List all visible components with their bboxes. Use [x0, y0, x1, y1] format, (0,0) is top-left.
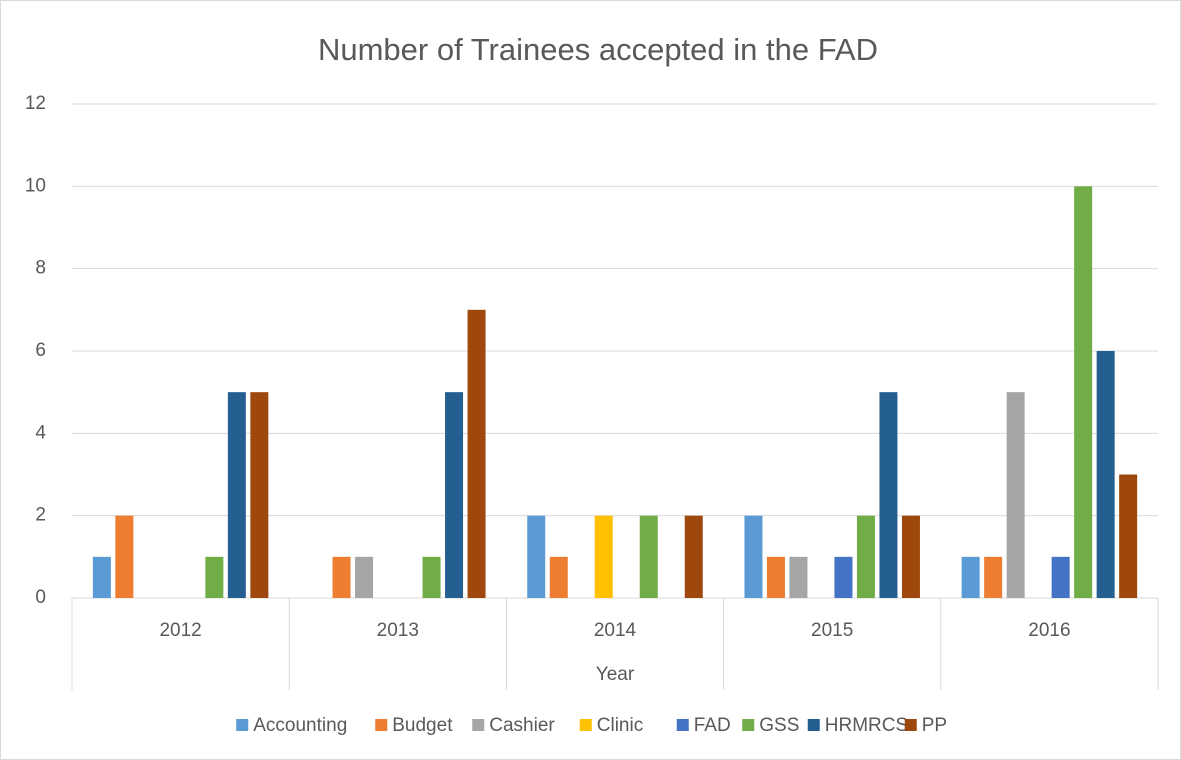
bar — [250, 392, 269, 598]
bar — [1074, 186, 1093, 599]
bar — [1051, 556, 1070, 598]
legend-swatch — [579, 719, 592, 731]
legend-swatch — [472, 719, 485, 731]
legend-label: Budget — [392, 715, 453, 736]
bar — [856, 515, 875, 598]
y-tick-label: 6 — [35, 340, 46, 361]
bar — [594, 515, 613, 598]
legend-swatch — [807, 719, 820, 731]
bar — [901, 515, 920, 598]
bar — [639, 515, 658, 598]
chart-title: Number of Trainees accepted in the FAD — [318, 32, 878, 67]
bar — [205, 556, 224, 598]
bar — [527, 515, 546, 598]
bar — [332, 556, 351, 598]
legend-swatch — [676, 719, 689, 731]
x-axis-label: Year — [596, 664, 635, 685]
x-tick-label: 2012 — [159, 620, 201, 641]
y-tick-label: 8 — [35, 258, 46, 279]
x-tick-label: 2014 — [594, 620, 637, 641]
y-tick-label: 4 — [35, 422, 46, 443]
bar — [92, 556, 111, 598]
bar — [1006, 392, 1025, 598]
legend-label: PP — [922, 715, 947, 736]
bar — [984, 556, 1003, 598]
bar — [549, 556, 568, 598]
x-tick-label: 2015 — [811, 620, 853, 641]
legend-swatch — [904, 719, 917, 731]
bar — [445, 392, 464, 598]
legend-label: HRMRCS — [825, 715, 908, 736]
legend-label: Accounting — [253, 715, 347, 736]
bar — [789, 556, 808, 598]
bar — [684, 515, 703, 598]
bar — [227, 392, 246, 598]
bar — [115, 515, 134, 598]
y-tick-label: 12 — [25, 93, 46, 114]
y-tick-label: 0 — [35, 587, 46, 608]
bar — [422, 556, 441, 598]
bar — [355, 556, 374, 598]
legend-label: FAD — [694, 715, 731, 736]
legend-swatch — [236, 719, 249, 731]
bar — [744, 515, 763, 598]
legend-label: GSS — [759, 715, 799, 736]
y-tick-label: 10 — [25, 175, 46, 196]
x-tick-label: 2013 — [377, 620, 419, 641]
legend-label: Cashier — [489, 715, 555, 736]
bar — [1096, 351, 1115, 598]
bar — [766, 556, 785, 598]
y-tick-label: 2 — [35, 505, 46, 526]
legend-label: Clinic — [597, 715, 643, 736]
bar — [961, 556, 980, 598]
bar — [1119, 474, 1138, 598]
bar — [834, 556, 853, 598]
legend-swatch — [375, 719, 388, 731]
bar — [467, 309, 486, 598]
legend-swatch — [742, 719, 755, 731]
bar — [879, 392, 898, 598]
x-tick-label: 2016 — [1028, 620, 1070, 641]
